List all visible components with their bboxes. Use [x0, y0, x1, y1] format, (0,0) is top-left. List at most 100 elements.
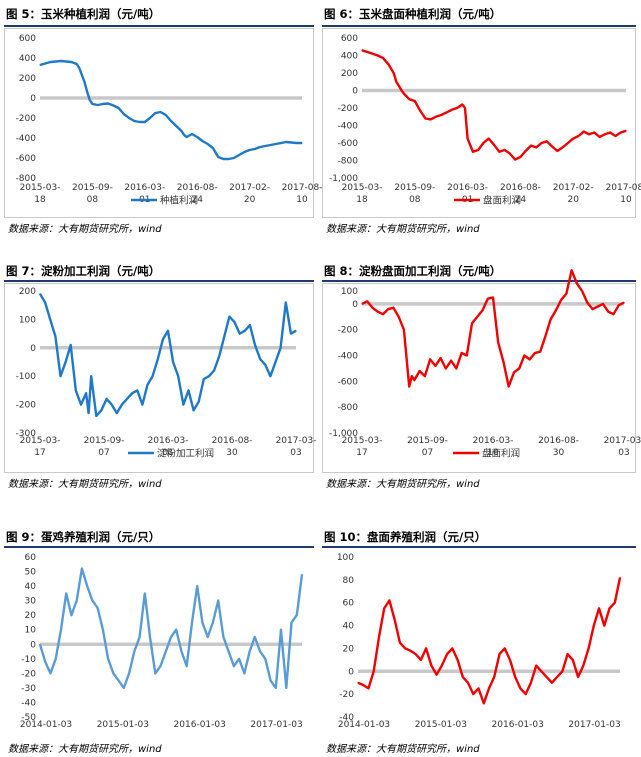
data-point: [228, 650, 230, 653]
data-point: [540, 142, 543, 144]
x-tick-label: 17: [34, 448, 45, 458]
data-point: [398, 85, 400, 87]
data-point: [572, 138, 574, 140]
data-point: [614, 602, 616, 604]
data-point: [196, 585, 198, 587]
y-tick-label: 20: [25, 611, 37, 621]
data-point: [523, 354, 526, 357]
data-point: [413, 379, 415, 381]
data-point: [424, 375, 426, 377]
data-point: [207, 143, 209, 145]
data-point: [420, 659, 422, 661]
data-point: [126, 398, 128, 400]
series-line: [361, 49, 627, 161]
data-point: [193, 409, 195, 411]
data-point: [525, 693, 527, 695]
x-tick-label: 30: [226, 448, 238, 458]
data-point: [191, 621, 193, 624]
data-point: [378, 636, 380, 638]
x-tick-label: 17: [356, 448, 367, 458]
y-tick-label: 200: [341, 69, 358, 79]
data-point: [275, 143, 277, 145]
data-point: [544, 335, 546, 337]
data-point: [259, 358, 261, 360]
chart-panel-5: 图 5：玉米种植利润（元/吨） -800 -600 -400 -200 0 200 400 6…: [4, 6, 322, 236]
y-tick-label: -20: [339, 690, 354, 700]
data-point: [451, 647, 453, 650]
data-point: [614, 135, 617, 137]
data-point: [191, 133, 193, 135]
data-point: [387, 63, 389, 65]
legend-label: 种植利润: [160, 195, 198, 207]
data-point: [387, 308, 389, 310]
data-point: [534, 352, 536, 354]
y-tick-label: -400: [338, 122, 359, 132]
data-point: [102, 629, 104, 631]
data-point: [85, 392, 87, 394]
data-point: [54, 335, 56, 338]
data-point: [55, 658, 57, 660]
data-point: [167, 330, 169, 332]
data-source: 数据来源：大有期货研究所，wind: [326, 479, 480, 490]
data-point: [264, 658, 266, 660]
data-point: [604, 133, 606, 135]
data-point: [581, 290, 583, 292]
data-point: [177, 375, 179, 377]
data-point: [39, 64, 41, 66]
data-point: [530, 682, 532, 684]
y-tick-label: -40: [21, 698, 36, 708]
data-point: [455, 367, 457, 370]
series-line: [39, 59, 302, 161]
starch-futures-processing-profit-chart: -1,000 -800 -600 -400 -200 0 100 2015-03- 17 2015…: [329, 269, 641, 460]
x-tick-label: 2015-09-: [394, 183, 435, 193]
data-point: [525, 150, 527, 152]
data-point: [456, 659, 459, 661]
data-point: [588, 133, 590, 135]
data-point: [436, 674, 438, 676]
y-tick-label: -200: [338, 104, 359, 114]
data-point: [482, 142, 485, 144]
chart-panel-6: 图 6：玉米盘面种植利润（元/吨） -1,000 -800 -600 -400 -200…: [322, 6, 641, 236]
data-point: [498, 151, 500, 153]
data-point: [222, 158, 224, 160]
data-point: [419, 110, 421, 112]
data-point: [159, 111, 162, 113]
data-point: [598, 607, 600, 610]
data-point: [60, 60, 62, 62]
y-tick-label: 100: [19, 315, 36, 325]
y-tick-label: -20: [21, 669, 36, 679]
data-point: [456, 107, 458, 109]
data-point: [471, 322, 473, 324]
y-tick-label: -600: [338, 377, 359, 387]
data-point: [269, 144, 272, 146]
y-tick-label: 80: [343, 576, 355, 586]
x-tick-label: 2016-03-: [473, 436, 514, 446]
data-point: [493, 676, 495, 678]
data-point: [464, 107, 466, 109]
series-line: [38, 567, 304, 690]
data-source: 数据来源：大有期货研究所，wind: [326, 744, 480, 755]
data-point: [285, 687, 287, 689]
data-point: [212, 147, 214, 149]
data-point: [509, 152, 511, 155]
data-point: [144, 592, 146, 594]
x-tick-label: 2016-08-: [177, 183, 218, 193]
egg-layer-breeding-profit-chart: -50 -40 -30 -20 -10 0 10 20 30 40 50 60 2014-01-03 20…: [20, 553, 304, 730]
data-point: [183, 134, 185, 136]
data-point: [619, 576, 621, 579]
data-point: [546, 140, 548, 142]
x-tick-label: 2015-01-03: [415, 720, 467, 730]
data-point: [357, 682, 359, 684]
y-tick-label: 600: [341, 34, 358, 44]
data-point: [301, 573, 303, 576]
data-point: [403, 329, 405, 331]
data-point: [472, 151, 474, 153]
x-tick-label: 2015-03-: [342, 436, 383, 446]
data-point: [75, 389, 77, 391]
data-point: [70, 344, 72, 346]
data-point: [591, 308, 594, 310]
data-point: [217, 156, 219, 158]
y-tick-label: -100: [16, 372, 37, 382]
y-tick-label: 400: [19, 54, 36, 64]
data-point: [445, 111, 448, 113]
